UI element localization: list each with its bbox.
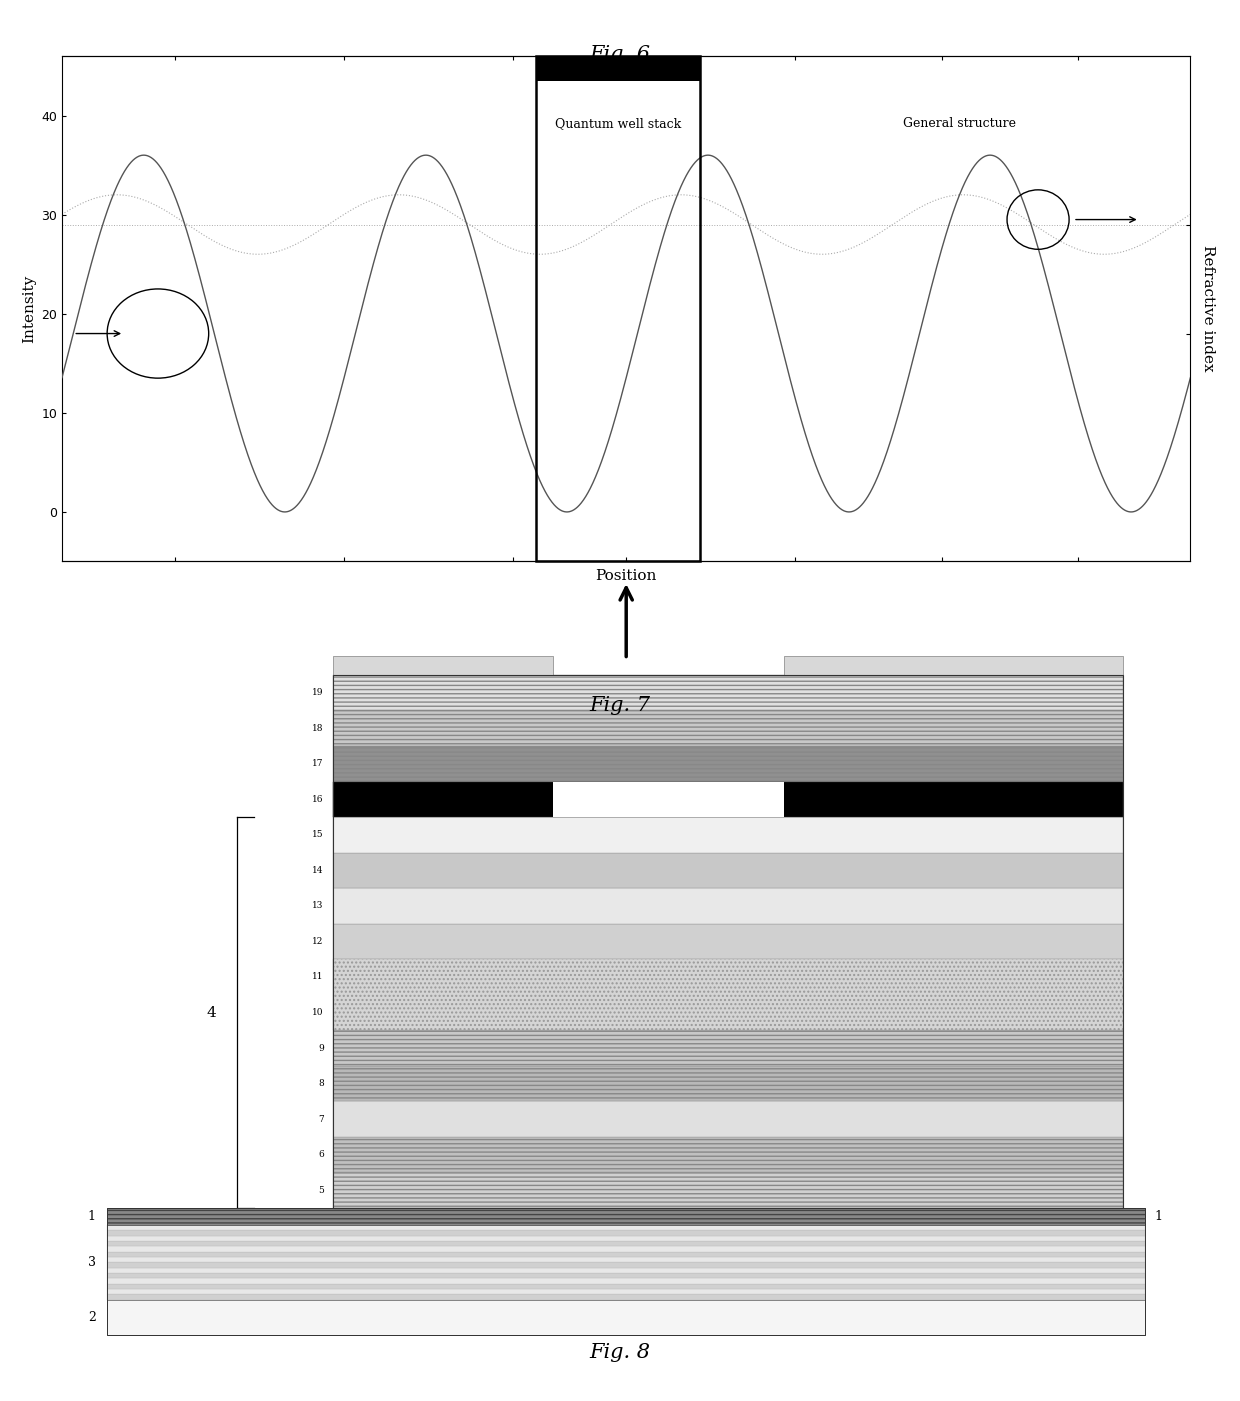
- Bar: [332, 960, 1122, 995]
- Text: 11: 11: [312, 972, 324, 982]
- Y-axis label: Refractive index: Refractive index: [1200, 245, 1215, 373]
- Bar: [536, 56, 699, 81]
- Bar: [107, 1208, 1146, 1335]
- Bar: [553, 782, 784, 817]
- Text: Fig. 8: Fig. 8: [589, 1342, 651, 1362]
- Bar: [332, 853, 1122, 888]
- Bar: [107, 1283, 1146, 1289]
- Bar: [784, 656, 1122, 675]
- Bar: [332, 1136, 1122, 1173]
- Bar: [332, 747, 1122, 782]
- Bar: [332, 782, 1122, 817]
- Text: General structure: General structure: [903, 118, 1016, 130]
- Bar: [107, 1295, 1146, 1300]
- Bar: [107, 1274, 1146, 1278]
- Text: 14: 14: [312, 866, 324, 876]
- Bar: [332, 888, 1122, 923]
- Bar: [107, 1278, 1146, 1283]
- Text: 5: 5: [317, 1185, 324, 1195]
- Bar: [107, 1236, 1146, 1241]
- Bar: [107, 1241, 1146, 1247]
- Text: Fig. 7: Fig. 7: [589, 696, 651, 716]
- Text: 8: 8: [317, 1079, 324, 1089]
- Text: 1: 1: [88, 1210, 95, 1223]
- Text: 3: 3: [88, 1255, 95, 1269]
- Bar: [332, 1030, 1122, 1066]
- Text: 16: 16: [312, 794, 324, 804]
- Text: Fig. 6: Fig. 6: [589, 45, 651, 64]
- Bar: [332, 1173, 1122, 1208]
- Bar: [107, 1247, 1146, 1251]
- Bar: [107, 1208, 1146, 1224]
- Text: 9: 9: [317, 1044, 324, 1052]
- Text: 4: 4: [207, 1006, 217, 1020]
- Text: 1: 1: [1154, 1210, 1162, 1223]
- Bar: [332, 675, 1122, 1208]
- Bar: [107, 1262, 1146, 1268]
- Bar: [332, 656, 553, 675]
- Bar: [332, 710, 1122, 747]
- Text: 15: 15: [312, 831, 324, 839]
- Bar: [107, 1230, 1146, 1236]
- Text: Quantum well stack: Quantum well stack: [554, 118, 681, 130]
- Bar: [107, 1224, 1146, 1230]
- Bar: [107, 1251, 1146, 1257]
- Bar: [332, 923, 1122, 960]
- Text: 13: 13: [312, 901, 324, 911]
- Bar: [536, 56, 699, 562]
- X-axis label: Position: Position: [595, 569, 657, 583]
- Text: 17: 17: [312, 759, 324, 768]
- Bar: [332, 1066, 1122, 1101]
- Bar: [107, 1289, 1146, 1295]
- Bar: [332, 960, 1122, 1030]
- Bar: [332, 995, 1122, 1030]
- Text: 2: 2: [88, 1311, 95, 1324]
- Bar: [332, 675, 1122, 710]
- Text: 18: 18: [312, 724, 324, 733]
- Bar: [107, 1300, 1146, 1335]
- Bar: [107, 1268, 1146, 1274]
- Text: 6: 6: [317, 1150, 324, 1159]
- Bar: [332, 817, 1122, 853]
- Y-axis label: Intensity: Intensity: [22, 275, 36, 343]
- Bar: [332, 1101, 1122, 1136]
- Bar: [107, 1257, 1146, 1262]
- Text: 7: 7: [317, 1115, 324, 1124]
- Text: 10: 10: [312, 1007, 324, 1017]
- Text: 19: 19: [312, 688, 324, 698]
- Text: 12: 12: [312, 937, 324, 946]
- Bar: [332, 782, 1122, 817]
